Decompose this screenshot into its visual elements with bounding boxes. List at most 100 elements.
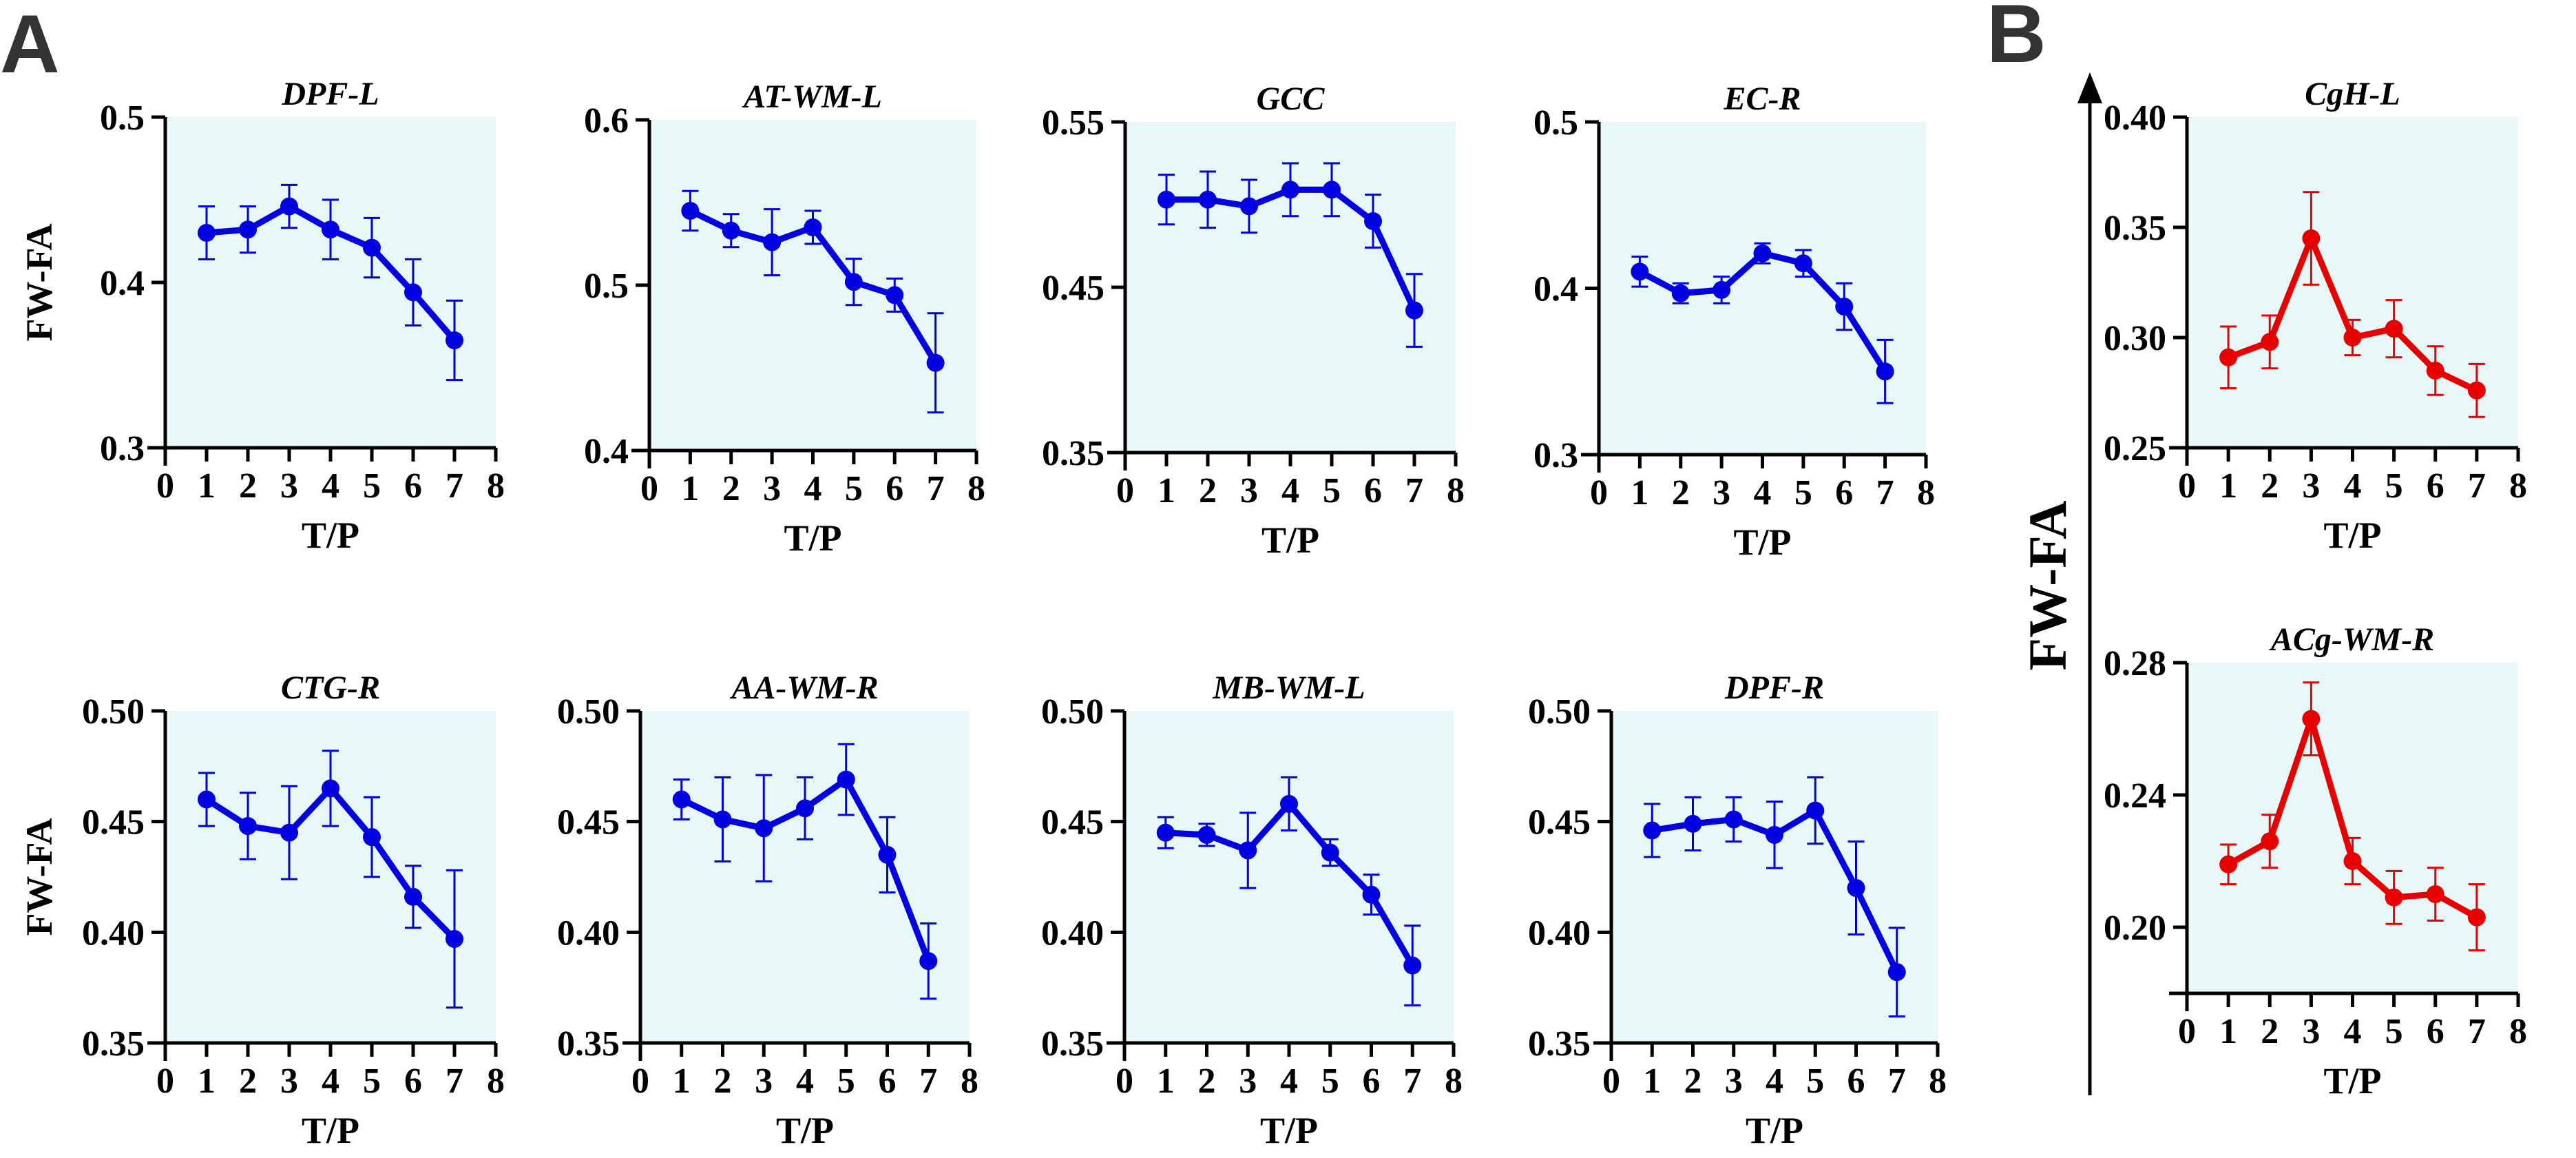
data-point xyxy=(837,770,855,789)
data-point xyxy=(2385,320,2403,338)
y-tick-label: 0.50 xyxy=(1041,692,1104,732)
chart-title: CgH-L xyxy=(2305,76,2400,112)
y-tick-label: 0.45 xyxy=(1528,803,1591,842)
data-point xyxy=(1806,801,1825,820)
x-tick-label: 2 xyxy=(1198,1062,1216,1101)
plot-area xyxy=(1611,711,1938,1043)
x-axis-label: T/P xyxy=(302,515,359,556)
plot-area xyxy=(165,117,496,448)
data-point xyxy=(886,286,904,304)
chart-7: MB-WM-L 0.35 0.40 0.45 0.50 0 1 2 3 4 5 6 7 8 T/P xyxy=(1041,670,1463,1151)
x-tick-label: 1 xyxy=(2219,466,2237,506)
data-point xyxy=(1835,298,1854,316)
x-axis-label: T/P xyxy=(2323,515,2381,556)
x-tick-label: 5 xyxy=(2385,466,2403,506)
data-point xyxy=(322,779,339,798)
y-tick-label: 0.50 xyxy=(82,692,145,732)
x-tick-label: 5 xyxy=(363,1062,381,1101)
data-point xyxy=(363,238,381,257)
x-tick-label: 0 xyxy=(1116,471,1134,510)
data-point xyxy=(280,197,298,216)
x-axis-label: T/P xyxy=(1746,1110,1803,1151)
data-point xyxy=(1403,956,1422,975)
x-tick-label: 8 xyxy=(1917,473,1935,513)
y-axis-label: FW-FA xyxy=(19,224,60,342)
chart-2: AT-WM-L 0.4 0.5 0.6 0 1 2 3 4 5 6 7 8 T/P xyxy=(584,79,985,559)
y-tick-label: 0.25 xyxy=(2104,429,2166,468)
plot-area xyxy=(2187,663,2518,993)
x-tick-label: 7 xyxy=(2468,1012,2486,1051)
x-tick-label: 1 xyxy=(198,1062,216,1101)
x-tick-label: 4 xyxy=(1280,1062,1298,1101)
data-point xyxy=(446,929,463,948)
y-tick-label: 0.4 xyxy=(1533,270,1578,309)
y-tick-label: 0.35 xyxy=(1042,434,1104,473)
x-tick-label: 1 xyxy=(198,466,216,506)
data-point xyxy=(198,224,216,242)
chart-8: DPF-R 0.35 0.40 0.45 0.50 0 1 2 3 4 5 6 7 8 T/P xyxy=(1528,670,1947,1151)
data-point xyxy=(2261,333,2279,351)
x-tick-label: 7 xyxy=(919,1062,937,1101)
x-tick-label: 8 xyxy=(1447,471,1465,510)
x-tick-label: 3 xyxy=(2302,1012,2320,1051)
chart-title: DPF-R xyxy=(1724,670,1824,706)
data-point xyxy=(1239,841,1257,860)
data-point xyxy=(722,221,740,240)
y-tick-label: 0.40 xyxy=(1041,913,1104,953)
chart-10: ACg-WM-R 0.20 0.24 0.28 0 1 2 3 4 5 6 7 8 T/P xyxy=(2104,621,2527,1102)
y-axis-label: FW-FA xyxy=(19,818,60,936)
data-point xyxy=(804,218,822,236)
x-tick-label: 8 xyxy=(1445,1062,1463,1101)
x-tick-label: 8 xyxy=(2509,466,2527,506)
x-tick-label: 6 xyxy=(2427,466,2444,506)
y-tick-label: 0.4 xyxy=(100,264,145,303)
data-point xyxy=(404,887,422,906)
y-tick-label: 0.40 xyxy=(1528,913,1591,953)
data-point xyxy=(2302,229,2321,247)
y-tick-label: 0.45 xyxy=(557,803,620,842)
chart-title: AT-WM-L xyxy=(742,79,882,115)
x-tick-label: 2 xyxy=(1684,1062,1702,1101)
x-tick-label: 5 xyxy=(845,469,863,508)
data-point xyxy=(1671,284,1690,302)
chart-6: AA-WM-R 0.35 0.40 0.45 0.50 0 1 2 3 4 5 6 7 8 T/P xyxy=(557,670,978,1151)
x-tick-label: 4 xyxy=(1766,1062,1783,1101)
data-point xyxy=(2343,852,2362,870)
data-point xyxy=(1197,825,1216,844)
data-point xyxy=(1631,262,1649,281)
y-tick-label: 0.50 xyxy=(1528,692,1591,732)
plot-area xyxy=(1599,122,1926,455)
y-tick-label: 0.45 xyxy=(82,803,145,842)
x-tick-label: 6 xyxy=(1847,1062,1865,1101)
y-tick-label: 0.4 xyxy=(584,432,629,471)
x-tick-label: 8 xyxy=(1929,1062,1947,1101)
x-tick-label: 8 xyxy=(961,1062,978,1101)
y-tick-label: 0.35 xyxy=(1041,1024,1104,1064)
x-tick-label: 1 xyxy=(681,469,699,508)
x-axis-label: T/P xyxy=(776,1110,834,1151)
data-point xyxy=(1753,244,1772,262)
x-tick-label: 7 xyxy=(1876,473,1894,513)
chart-title: AA-WM-R xyxy=(729,670,878,706)
chart-title: EC-R xyxy=(1723,81,1801,117)
y-tick-label: 0.5 xyxy=(1533,103,1578,143)
x-tick-label: 0 xyxy=(156,1062,174,1101)
chart-4: EC-R 0.3 0.4 0.5 0 1 2 3 4 5 6 7 8 T/P xyxy=(1533,81,1935,563)
y-tick-label: 0.40 xyxy=(82,913,145,953)
y-tick-label: 0.5 xyxy=(100,99,145,138)
shared-y-axis-label: FW-FA xyxy=(2018,501,2077,671)
y-tick-label: 0.50 xyxy=(557,692,620,732)
x-tick-label: 6 xyxy=(1835,473,1853,513)
chart-title: CTG-R xyxy=(281,670,380,706)
x-tick-label: 8 xyxy=(2509,1012,2527,1051)
x-tick-label: 8 xyxy=(487,466,505,506)
x-tick-label: 2 xyxy=(1199,471,1217,510)
x-tick-label: 6 xyxy=(404,1062,422,1101)
data-point xyxy=(755,819,773,838)
data-point xyxy=(1158,190,1175,209)
data-point xyxy=(2426,885,2444,903)
data-point xyxy=(2467,908,2486,927)
data-point xyxy=(926,353,945,372)
data-point xyxy=(2385,888,2403,907)
shared-y-axis-arrow xyxy=(2077,72,2102,1095)
